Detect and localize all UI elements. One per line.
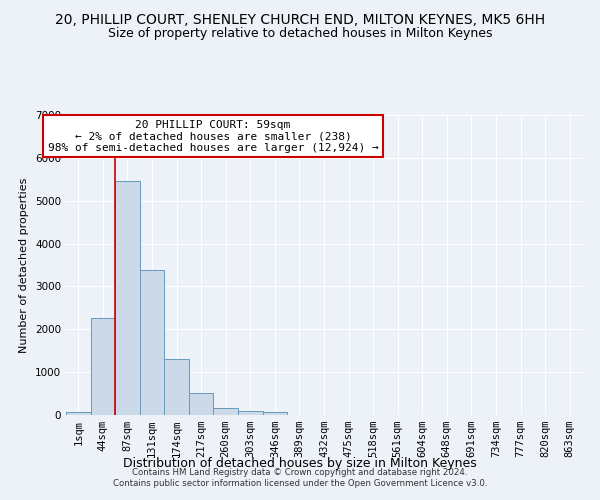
Text: Size of property relative to detached houses in Milton Keynes: Size of property relative to detached ho… — [108, 28, 492, 40]
Bar — [238, 411, 263, 415]
Text: Distribution of detached houses by size in Milton Keynes: Distribution of detached houses by size … — [123, 458, 477, 470]
Bar — [214, 408, 238, 415]
Bar — [140, 270, 164, 415]
Bar — [189, 393, 214, 415]
Text: Contains HM Land Registry data © Crown copyright and database right 2024.
Contai: Contains HM Land Registry data © Crown c… — [113, 468, 487, 487]
Bar — [263, 412, 287, 415]
Y-axis label: Number of detached properties: Number of detached properties — [19, 178, 29, 352]
Text: 20 PHILLIP COURT: 59sqm
← 2% of detached houses are smaller (238)
98% of semi-de: 20 PHILLIP COURT: 59sqm ← 2% of detached… — [47, 120, 379, 152]
Bar — [115, 181, 140, 415]
Text: 20, PHILLIP COURT, SHENLEY CHURCH END, MILTON KEYNES, MK5 6HH: 20, PHILLIP COURT, SHENLEY CHURCH END, M… — [55, 12, 545, 26]
Bar — [91, 318, 115, 415]
Bar — [164, 359, 189, 415]
Bar — [66, 412, 91, 415]
